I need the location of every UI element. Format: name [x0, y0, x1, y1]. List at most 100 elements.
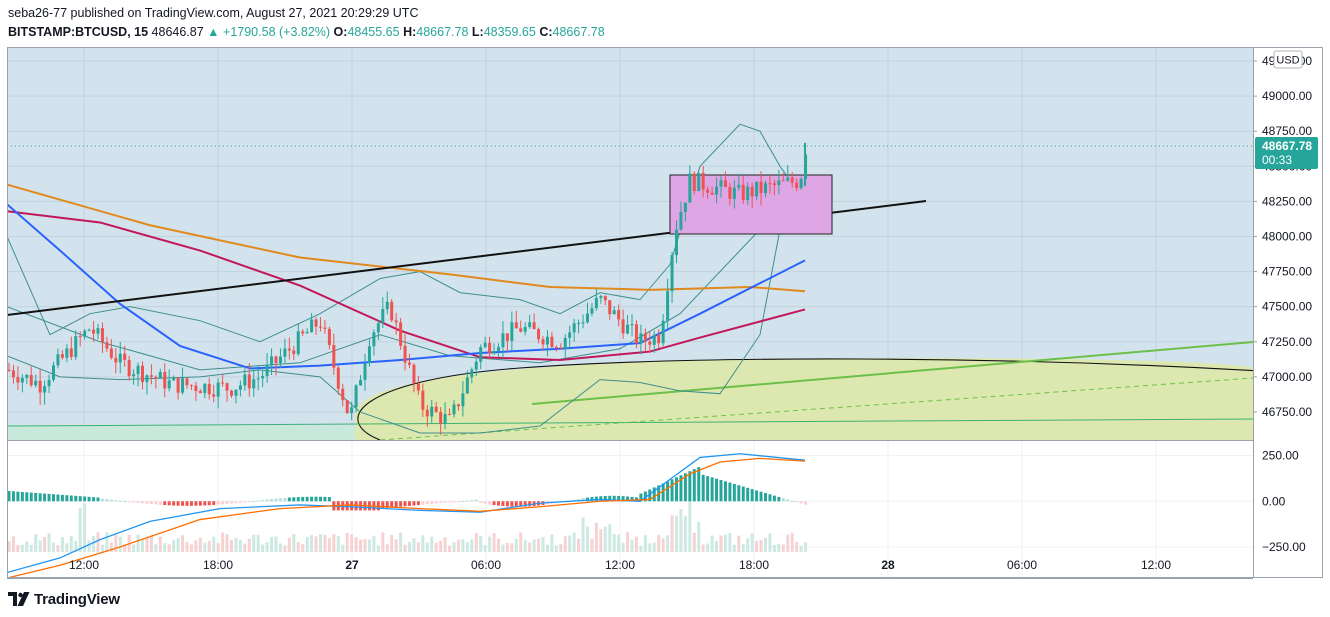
ellipse-outline — [357, 358, 1253, 440]
green-trend-line[interactable] — [531, 341, 1253, 405]
candle-body — [603, 296, 607, 301]
macd-hist-bar — [723, 481, 727, 502]
volume-bar — [167, 544, 171, 552]
macd-hist-bar — [648, 489, 652, 502]
brand-name[interactable]: TradingView — [34, 590, 120, 608]
macd-hist-bar — [661, 483, 665, 502]
macd-axis[interactable]: 250.00 0.00 −250.00 — [1262, 449, 1306, 554]
macd-hist-bar — [287, 497, 291, 502]
macd-hist-bar — [399, 501, 403, 507]
macd-hist-bar — [732, 483, 736, 502]
candle-body — [448, 414, 452, 416]
candles — [7, 142, 808, 436]
macd-hist-bar — [203, 501, 207, 506]
macd-hist-bar — [172, 501, 176, 506]
volume-bar — [327, 538, 331, 552]
macd-hist-bar — [523, 501, 527, 507]
candle-body — [376, 323, 380, 333]
macd-hist-bar — [34, 492, 38, 502]
candle-body — [688, 173, 692, 203]
volume-bar — [421, 535, 425, 552]
volume-bar — [523, 540, 527, 552]
candle-body — [367, 346, 371, 364]
volume-bar — [626, 532, 630, 552]
candle-body — [385, 301, 389, 310]
ellipse-drawing[interactable] — [355, 358, 1270, 440]
volume-bar — [350, 534, 354, 552]
macd-hist-bar — [719, 480, 723, 502]
volume-bar — [799, 545, 803, 552]
time-tick-label: 28 — [881, 558, 895, 572]
volume-bar — [296, 541, 300, 552]
price-axis[interactable]: 49250.0049000.0048750.0048500.0048250.00… — [1253, 54, 1312, 419]
low-label: L: — [471, 25, 484, 39]
candle-body — [514, 322, 518, 329]
candle-body — [630, 324, 634, 326]
volume-bar — [118, 536, 122, 552]
candle-body — [336, 367, 340, 389]
volume-bar — [105, 532, 109, 552]
volume-bar — [461, 539, 465, 552]
open-value: 48455.65 — [347, 25, 400, 39]
candle-body — [172, 377, 176, 381]
macd-hist-bar — [456, 501, 460, 503]
candle-body — [563, 337, 567, 349]
volume-bar — [74, 541, 78, 552]
volume-bar — [385, 544, 389, 552]
candle-body — [225, 383, 229, 391]
macd-hist-bar — [163, 501, 167, 506]
macd-hist-bar — [697, 467, 701, 502]
volume-bar — [594, 522, 598, 552]
candle-body — [572, 323, 576, 333]
symbol-label[interactable]: BITSTAMP:BTCUSD, 15 — [8, 25, 149, 39]
macd-hist-bar — [425, 501, 429, 505]
candle-body — [399, 322, 403, 346]
candle-body — [550, 336, 554, 347]
macd-hist-bar — [448, 501, 452, 503]
candle-body — [145, 375, 149, 382]
macd-hist-bar — [261, 500, 265, 502]
macd-hist-bar — [412, 501, 416, 506]
macd-hist-bar — [301, 496, 305, 502]
candle-body — [181, 378, 185, 393]
candle-body — [768, 183, 772, 185]
candle-body — [359, 379, 363, 386]
close-label: C: — [539, 25, 553, 39]
candle-body — [323, 327, 327, 329]
volume-bar — [34, 534, 38, 552]
macd-hist-bar — [505, 501, 509, 507]
candle-body — [292, 350, 296, 355]
volume-bar — [572, 532, 576, 552]
volume-bar — [345, 533, 349, 552]
volume-bar — [439, 540, 443, 552]
volume-bar — [723, 534, 727, 552]
macd-hist-bar — [621, 496, 625, 502]
macd-hist-bar — [408, 501, 411, 506]
volume-bar — [43, 537, 47, 552]
ma-orange-line — [7, 183, 806, 293]
candle-body — [314, 319, 318, 327]
volume-bar — [29, 544, 33, 552]
candle-body — [652, 334, 656, 345]
macd-hist-bar — [83, 496, 87, 502]
high-label: H: — [403, 25, 417, 39]
macd-tick-label: 250.00 — [1262, 449, 1299, 463]
macd-hist-bar — [434, 501, 438, 504]
macd-hist-bar — [710, 477, 714, 502]
price-tick-label: 48750.00 — [1262, 124, 1312, 138]
macd-hist-bar — [768, 494, 772, 502]
volume-bar — [323, 534, 327, 552]
price-tick-label: 48000.00 — [1262, 229, 1312, 243]
currency-tag[interactable] — [1273, 50, 1303, 69]
macd-hist-bar — [692, 469, 696, 502]
macd-hist-bar — [741, 486, 745, 502]
time-axis[interactable]: 12:00 18:00 27 06:00 12:00 18:00 28 06:00 12:00 — [69, 558, 1171, 572]
volume-bar — [781, 544, 785, 552]
candle-body — [719, 180, 723, 187]
macd-hist-bar — [238, 501, 242, 503]
candle-body — [381, 309, 385, 324]
volume-bar — [25, 541, 29, 552]
candle-body — [772, 183, 776, 186]
macd-hist-bar — [781, 498, 785, 502]
